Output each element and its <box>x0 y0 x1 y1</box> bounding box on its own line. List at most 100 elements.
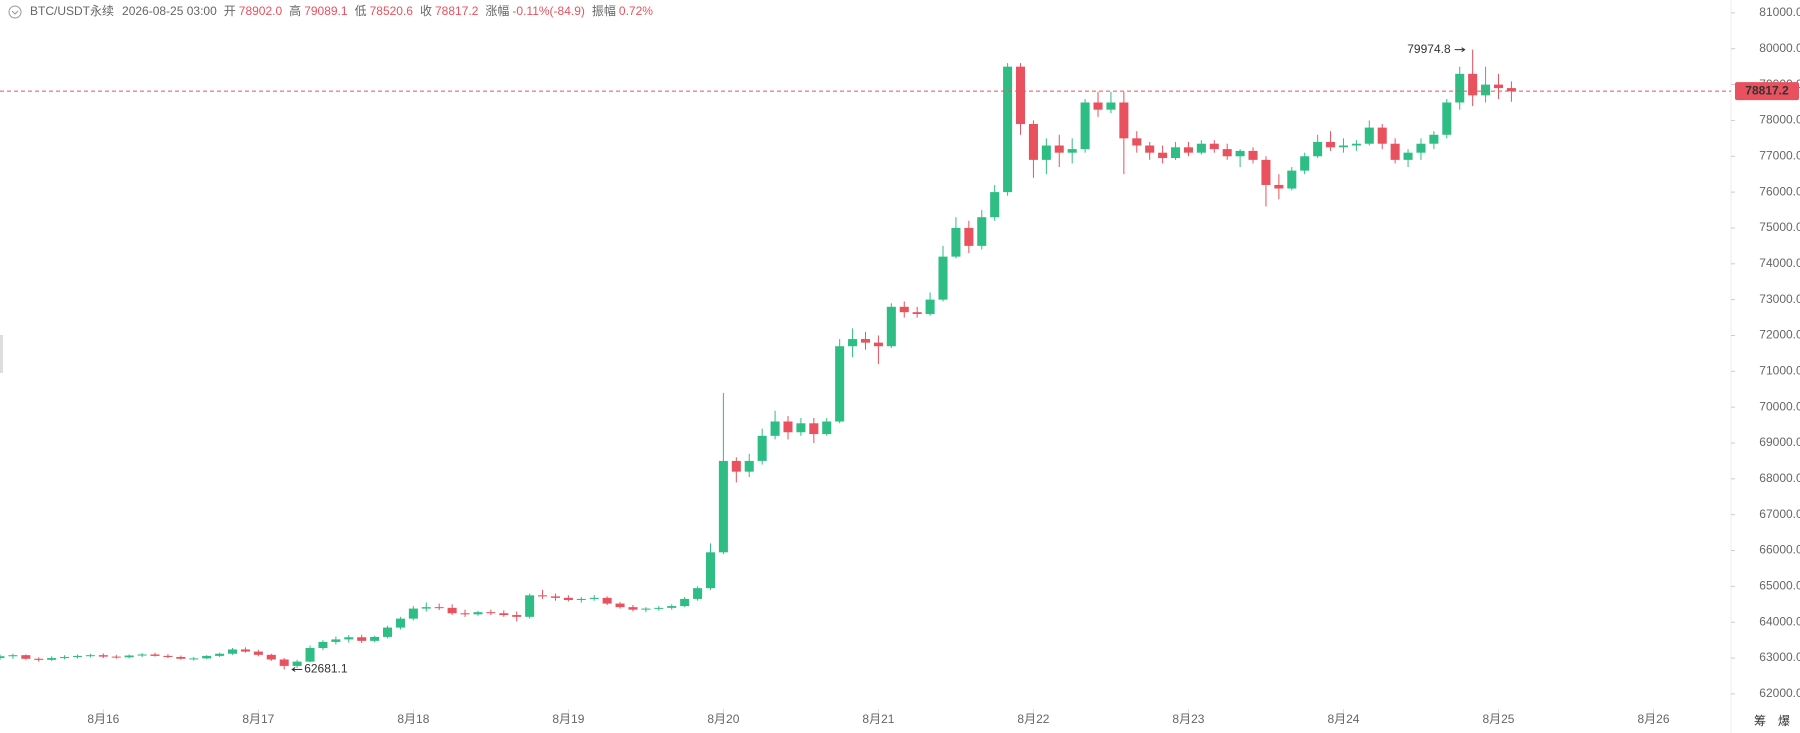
candle-body <box>357 637 367 641</box>
side-tab[interactable] <box>0 335 3 373</box>
y-tick-label: 62000.0 <box>1759 686 1800 700</box>
y-tick-label: 66000.0 <box>1759 543 1800 557</box>
candle-body <box>1326 141 1336 148</box>
y-tick-label: 67000.0 <box>1759 507 1800 521</box>
candle-body <box>176 656 186 659</box>
candle-body <box>1506 88 1516 92</box>
candle-body <box>21 655 31 659</box>
candle-body <box>434 607 444 609</box>
field-value: 78902.0 <box>239 4 283 18</box>
candle-body <box>408 608 418 619</box>
candle-body <box>202 655 212 659</box>
candle-body <box>1158 152 1168 159</box>
candle-body <box>602 597 612 604</box>
candle-body <box>215 653 225 656</box>
candle-body <box>1183 147 1193 153</box>
candle-body <box>1003 66 1013 193</box>
field-value: 79089.1 <box>304 4 348 18</box>
candle-body <box>111 656 121 658</box>
candle-body <box>47 658 57 660</box>
x-tick-label: 8月17 <box>242 712 274 726</box>
candle-body <box>718 460 728 553</box>
candle-body <box>228 649 238 654</box>
candle-body <box>1274 184 1284 189</box>
candle-body <box>1493 84 1503 89</box>
header: BTC/USDT永续 2026-08-25 03:00 开 78902.0 高 79089… <box>30 3 653 18</box>
candle-body <box>964 227 974 246</box>
candle-body <box>72 655 83 657</box>
y-tick-label: 69000.0 <box>1759 435 1800 449</box>
field-label: 振幅 <box>592 3 616 18</box>
candle-body <box>977 217 987 246</box>
candle-body <box>1080 102 1090 150</box>
y-tick-label: 65000.0 <box>1759 579 1800 593</box>
candle-body <box>98 655 108 657</box>
candle-body <box>1377 127 1387 144</box>
candle-body <box>1338 145 1348 148</box>
candle-body <box>331 639 341 642</box>
x-tick-label: 8月25 <box>1482 712 1514 726</box>
candle-body <box>990 192 1000 218</box>
candle-body <box>1390 143 1400 160</box>
candle-body <box>473 612 483 615</box>
candle-body <box>292 661 302 666</box>
field-value: 0.72% <box>619 4 653 18</box>
candle-body <box>253 651 263 655</box>
candle-body <box>938 256 948 300</box>
tool-icon[interactable]: 筹 <box>1754 714 1766 728</box>
candle-body <box>693 588 703 599</box>
y-tick-label: 68000.0 <box>1759 471 1800 485</box>
y-tick-label: 75000.0 <box>1759 220 1800 234</box>
candle-body <box>318 641 328 649</box>
x-tick-label: 8月23 <box>1172 712 1204 726</box>
x-tick-label: 8月19 <box>552 712 584 726</box>
candle-body <box>1261 159 1271 185</box>
candle-body <box>757 435 767 461</box>
candle-body <box>1041 145 1051 160</box>
candle-body <box>1455 73 1465 103</box>
last-price-label: 78817.2 <box>1745 83 1789 97</box>
candle-body <box>641 608 651 610</box>
candle-body <box>1313 141 1323 157</box>
tool-icon[interactable]: 爆 <box>1778 714 1790 728</box>
field-value: -0.11%(-84.9) <box>512 4 584 18</box>
collapse-chevron <box>11 10 19 15</box>
candle-body <box>1442 102 1452 135</box>
candle-body <box>279 659 289 666</box>
x-tick-label: 8月26 <box>1637 712 1669 726</box>
candle-body <box>912 312 922 314</box>
candle-body <box>744 460 754 472</box>
candle-body <box>447 607 457 614</box>
candle-body <box>1235 150 1245 157</box>
field-label: 涨幅 <box>485 3 509 18</box>
time: 2026-08-25 03:00 <box>122 4 217 18</box>
candle-body <box>1364 127 1374 144</box>
candle-body <box>1248 150 1258 160</box>
candle-body <box>486 612 496 614</box>
candle-body <box>499 613 509 616</box>
field-label: 收 <box>420 4 432 18</box>
candle-body <box>1196 143 1206 153</box>
candle-body <box>1171 147 1181 159</box>
candle-body <box>525 595 535 617</box>
candle-body <box>85 655 95 657</box>
candle-body <box>124 655 134 658</box>
max-label: 79974.8 <box>1407 42 1451 56</box>
candle-body <box>654 607 664 609</box>
candle-body <box>1106 102 1116 110</box>
candle-body <box>1416 143 1426 153</box>
candle-body <box>589 597 599 599</box>
candle-body <box>1468 73 1478 96</box>
y-tick-label: 74000.0 <box>1759 256 1800 270</box>
candle-body <box>60 656 70 659</box>
candle-body <box>383 627 393 637</box>
collapse-icon[interactable] <box>8 5 22 19</box>
min-label: 62681.1 <box>304 662 348 676</box>
symbol: BTC/USDT永续 <box>30 4 114 18</box>
candle-body <box>538 595 548 597</box>
candle-body <box>563 597 573 600</box>
candle-body <box>1287 170 1297 189</box>
candle-body <box>1300 156 1310 171</box>
